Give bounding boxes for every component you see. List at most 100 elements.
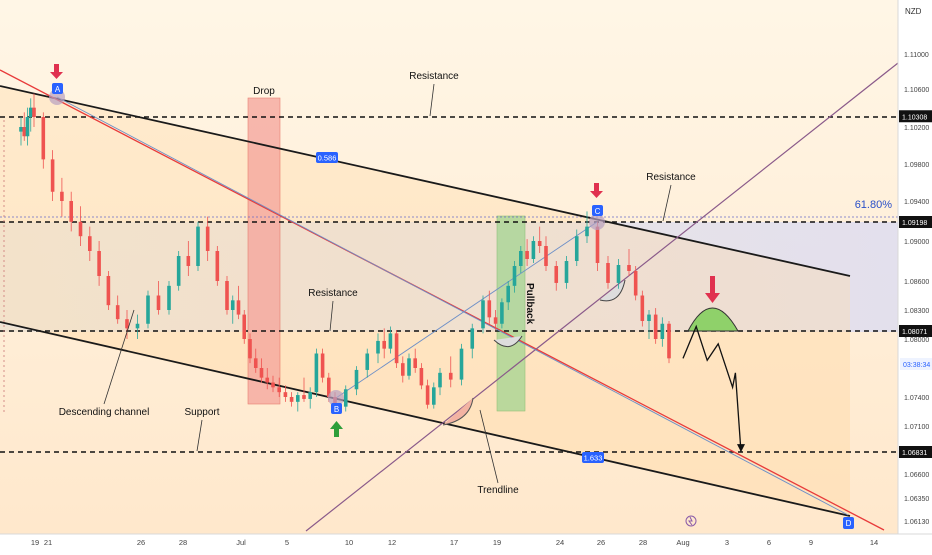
candle-body — [41, 117, 46, 160]
time-tick-label: 3 — [725, 538, 729, 547]
annotation-pullback: Pullback — [524, 283, 535, 325]
time-tick-label: 19 — [31, 538, 39, 547]
candle-body — [432, 387, 436, 405]
candle-body — [236, 300, 241, 315]
price-level-label: 1.09198 — [902, 220, 927, 227]
down-arrow-icon — [590, 183, 603, 198]
candle-body — [248, 339, 252, 359]
annotation-trendline: Trendline — [477, 485, 519, 496]
candle-body — [343, 389, 348, 407]
candle-body — [115, 305, 120, 320]
current-price-badge: 03:38:34 — [900, 358, 932, 370]
candle-body — [627, 265, 631, 271]
candle-body — [320, 353, 325, 378]
annotation-pointer — [662, 184, 672, 222]
annotation-support: Support — [184, 407, 219, 418]
time-tick-label: 26 — [137, 538, 145, 547]
time-tick-label: 12 — [388, 538, 396, 547]
candle-body — [660, 323, 665, 339]
candle-body — [376, 340, 380, 354]
candle-body — [382, 340, 386, 349]
time-tick-label: 21 — [44, 538, 52, 547]
candle-body — [394, 333, 399, 364]
candle-body — [425, 385, 430, 405]
candle-body — [616, 265, 621, 283]
candle-body — [135, 323, 140, 329]
candle-body — [146, 295, 150, 324]
currency-label: NZD — [905, 7, 922, 16]
candles — [19, 93, 671, 412]
candle-body — [327, 377, 331, 397]
candle-body — [32, 107, 36, 117]
candle-body — [519, 251, 523, 266]
annotation-resistance-mid: Resistance — [308, 288, 358, 299]
candle-body — [554, 266, 559, 283]
point-b-label: B — [334, 405, 339, 414]
candle-body — [640, 295, 645, 322]
time-tick-label: Jul — [236, 538, 246, 547]
candle-body — [242, 314, 247, 339]
time-axis[interactable] — [0, 534, 932, 550]
candle-body — [22, 127, 27, 137]
candle-body — [531, 241, 536, 259]
projection-path — [682, 324, 742, 453]
time-tick-label: 26 — [597, 538, 605, 547]
tradingview-logo-icon — [685, 515, 697, 527]
annotation-descending-channel: Descending channel — [59, 407, 150, 418]
candle-body — [230, 300, 235, 310]
candle-body — [419, 368, 424, 386]
candle-body — [487, 300, 492, 318]
candle-body — [606, 263, 610, 283]
time-tick-label: 28 — [179, 538, 187, 547]
candle-body — [585, 226, 589, 237]
candle-body — [259, 368, 264, 378]
candle-body — [413, 358, 417, 368]
time-tick-label: 24 — [556, 538, 564, 547]
candle-body — [50, 159, 55, 192]
candle-body — [106, 276, 111, 306]
blue-ad-line — [56, 96, 849, 516]
svg-text:1.633: 1.633 — [584, 454, 603, 463]
candle-body — [438, 372, 442, 388]
point-b: B — [328, 390, 344, 414]
time-tick-label: 5 — [285, 538, 289, 547]
arc-1 — [442, 397, 474, 426]
down-arrow-icon — [50, 64, 63, 79]
channel-upper-line — [0, 85, 851, 277]
price-tick-label: 1.11000 — [904, 52, 929, 59]
price-level-label: 1.06831 — [902, 450, 927, 457]
svg-text:03:38:34: 03:38:34 — [903, 362, 930, 369]
candle-body — [459, 348, 464, 380]
down-arrow-icon — [705, 276, 720, 303]
channel-value-badge: 0.586 — [316, 152, 338, 163]
candle-body — [186, 256, 191, 266]
candle-body — [407, 358, 411, 376]
candle-body — [196, 226, 200, 266]
candle-body — [25, 117, 30, 137]
annotation-pointer — [329, 300, 334, 332]
annotation-drop: Drop — [253, 86, 275, 97]
point-d-label: D — [846, 519, 852, 528]
price-tick-label: 1.09400 — [904, 199, 929, 206]
candle-body — [564, 261, 569, 283]
price-tick-label: 1.10200 — [904, 125, 929, 132]
drop-box — [247, 97, 281, 405]
up-arrow-icon — [330, 421, 343, 437]
price-axis[interactable] — [898, 0, 932, 534]
candle-body — [544, 246, 548, 266]
candle-body — [595, 226, 600, 263]
candle-body — [28, 107, 33, 117]
candle-body — [448, 372, 453, 380]
price-level-badge — [899, 110, 932, 123]
price-tick-label: 1.08600 — [904, 279, 929, 286]
time-ticks: 19 21 26 28 Jul 5 10 12 17 19 24 26 28 Aug 3 6 9 14 — [31, 538, 878, 547]
price-tick-label: 1.06130 — [904, 519, 929, 526]
fib-level-label: 61.80% — [855, 199, 893, 211]
candle-body — [78, 221, 83, 237]
candle-body — [60, 191, 64, 201]
candle-body — [574, 236, 579, 261]
candle-body — [506, 285, 510, 303]
candle-body — [289, 397, 294, 402]
